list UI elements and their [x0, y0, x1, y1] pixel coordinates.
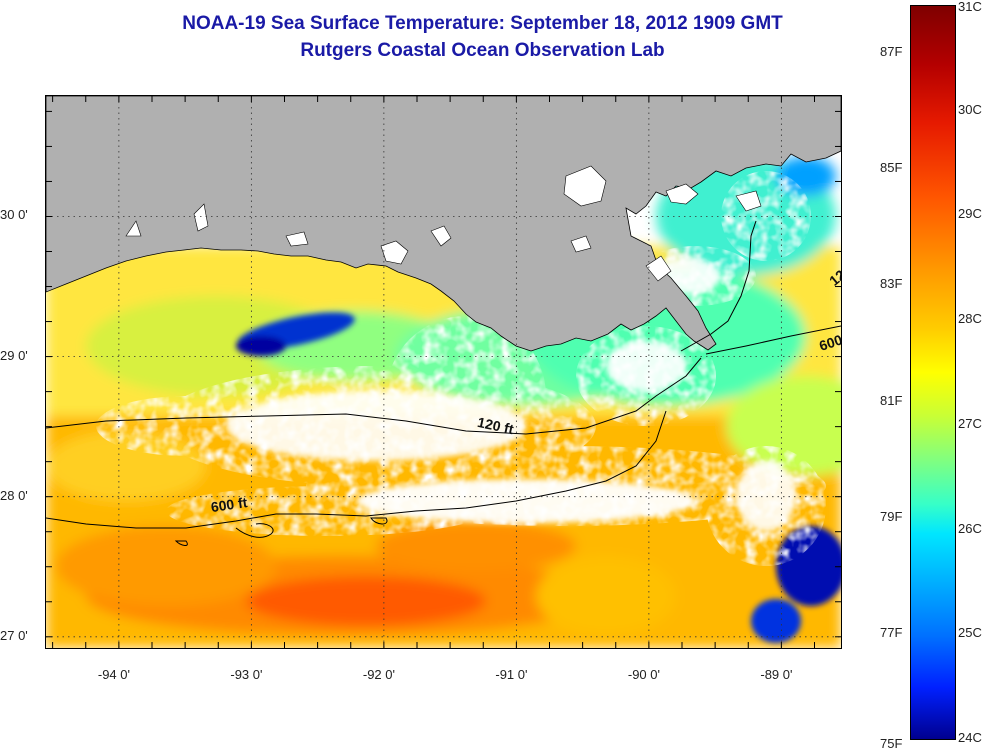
colorbar-celsius-label: 26C — [958, 520, 982, 536]
colorbar-fahrenheit-label: 87F — [880, 43, 903, 59]
graticule — [46, 96, 841, 648]
cloud-cover-solid — [226, 258, 796, 531]
contour-600ft-east — [705, 325, 841, 355]
bathymetry-contours — [46, 220, 841, 546]
lat-label: 28 0' — [0, 487, 28, 503]
contour-label: 120 ft — [476, 414, 515, 437]
lon-label: -92 0' — [362, 667, 395, 682]
temperature-colorbar — [910, 5, 956, 740]
colorbar-celsius-label: 29C — [958, 206, 982, 222]
lat-label: 30 0' — [0, 207, 28, 223]
lon-label: -93 0' — [230, 667, 263, 682]
map-title: NOAA-19 Sea Surface Temperature: Septemb… — [182, 13, 783, 34]
colorbar-fahrenheit-label: 85F — [880, 159, 903, 175]
lon-label: -89 0' — [760, 667, 793, 682]
colorbar-celsius-label: 25C — [958, 625, 982, 641]
colorbar-celsius-label: 30C — [958, 101, 982, 117]
land-water-features — [125, 165, 762, 282]
contour-600ft-south — [46, 410, 667, 529]
colorbar-fahrenheit-label: 79F — [880, 508, 903, 524]
colorbar-celsius-label: 31C — [958, 0, 982, 14]
contour-120ft-east — [680, 220, 757, 352]
colorbar-fahrenheit-label: 83F — [880, 276, 903, 292]
colorbar-fahrenheit-label: 81F — [880, 392, 903, 408]
map-ticks — [46, 96, 841, 648]
lat-label: 27 0' — [0, 627, 28, 643]
colorbar-celsius-label: 27C — [958, 415, 982, 431]
colorbar-celsius-label: 28C — [958, 311, 982, 327]
colorbar-fahrenheit-label: 75F — [880, 736, 903, 751]
colorbar-celsius-label: 24C — [958, 730, 982, 745]
contour-label: 600 ft — [210, 494, 249, 515]
lon-label: -91 0' — [495, 667, 528, 682]
lon-label: -94 0' — [97, 667, 130, 682]
lat-label: 29 0' — [0, 347, 28, 363]
colorbar-fahrenheit-label: 77F — [880, 625, 903, 641]
contour-120ft-west — [46, 357, 702, 435]
lon-label: -90 0' — [627, 667, 660, 682]
map-subtitle: Rutgers Coastal Ocean Observation Lab — [300, 40, 665, 61]
